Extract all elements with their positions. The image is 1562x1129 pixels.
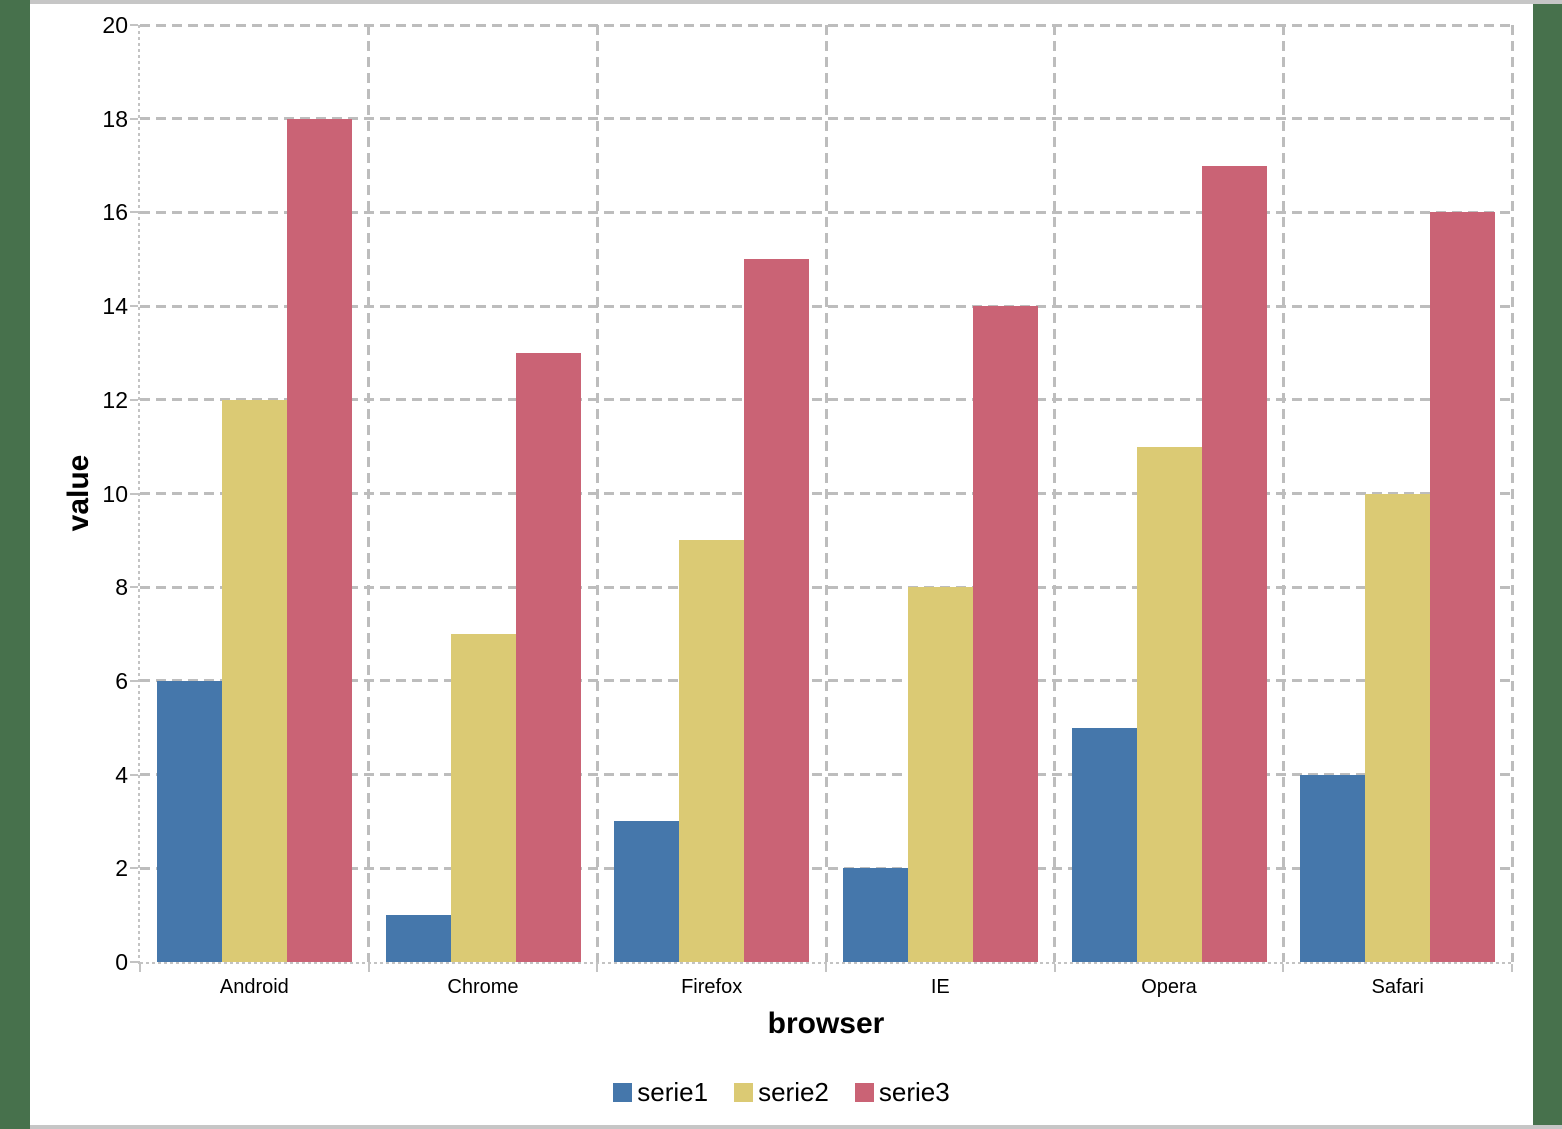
y-tick-mark-20	[130, 24, 138, 26]
x-category-label-IE: IE	[930, 976, 950, 998]
legend-swatch-serie1	[613, 1082, 633, 1102]
y-tick-mark-2	[130, 867, 138, 870]
legend-item-serie2: serie2	[734, 1078, 829, 1106]
y-tick-label-18: 18	[102, 105, 128, 132]
legend-swatch-serie2	[734, 1082, 754, 1102]
bar-serie3-Safari	[1430, 212, 1496, 962]
y-tick-label-14: 14	[102, 293, 128, 320]
bar-serie1-Safari	[1300, 774, 1366, 962]
bar-serie2-Safari	[1365, 493, 1431, 962]
y-tick-mark-12	[130, 398, 138, 401]
x-axis-title: browser	[767, 1007, 885, 1040]
bar-serie1-Opera	[1071, 727, 1137, 962]
y-tick-mark-0	[130, 961, 138, 963]
legend-item-serie3: serie3	[854, 1077, 950, 1107]
y-tick-label-10: 10	[102, 480, 128, 507]
y-tick-label-8: 8	[115, 574, 128, 601]
x-tick-mark-0	[139, 964, 141, 972]
legend: serie1 serie2 serie3	[30, 1078, 1533, 1106]
legend-label-serie2: serie2	[758, 1077, 829, 1107]
bar-serie1-Android	[156, 680, 222, 962]
x-tick-mark-1	[367, 964, 370, 972]
x-tick-mark-4	[1053, 964, 1056, 972]
v-gridline-3	[824, 25, 828, 962]
y-tick-label-6: 6	[115, 667, 128, 694]
bar-serie2-Android	[221, 399, 287, 962]
bar-serie3-Chrome	[515, 352, 581, 962]
bar-serie1-IE	[842, 868, 908, 962]
bar-serie3-Firefox	[744, 259, 810, 962]
legend-item-serie1: serie1	[613, 1078, 708, 1106]
y-tick-mark-14	[130, 305, 138, 308]
v-gridline-2	[595, 25, 599, 962]
bar-serie2-Firefox	[679, 540, 745, 962]
v-gridline-4	[1053, 25, 1057, 962]
chart-canvas: value browser serie1 serie2 serie3 0 2 4 6 8 10…	[30, 0, 1533, 1125]
y-tick-mark-4	[130, 773, 138, 776]
x-category-label-Safari: Safari	[1371, 976, 1424, 998]
y-tick-label-16: 16	[102, 199, 128, 226]
x-tick-mark-6	[1511, 964, 1513, 972]
y-tick-label-4: 4	[115, 761, 128, 788]
legend-label-serie1: serie1	[637, 1077, 709, 1107]
window-edge-top	[30, 0, 1562, 4]
bar-serie2-Opera	[1136, 446, 1202, 962]
bar-serie2-IE	[907, 587, 973, 962]
y-tick-label-20: 20	[102, 12, 128, 38]
y-tick-mark-18	[130, 117, 138, 120]
bar-serie3-Opera	[1201, 165, 1267, 962]
window-edge-bottom	[30, 1125, 1562, 1129]
x-category-label-Android: Android	[219, 976, 289, 998]
x-tick-mark-2	[596, 964, 599, 972]
y-tick-mark-16	[130, 211, 138, 214]
bar-serie3-Android	[286, 118, 352, 962]
y-tick-label-0: 0	[115, 949, 128, 975]
x-category-label-Chrome: Chrome	[447, 976, 519, 998]
y-tick-mark-10	[130, 492, 138, 495]
y-tick-label-12: 12	[102, 386, 128, 413]
y-tick-mark-8	[130, 586, 138, 589]
legend-swatch-serie3	[854, 1082, 874, 1102]
x-category-label-Opera: Opera	[1141, 976, 1197, 998]
x-axis-line	[140, 962, 1512, 964]
x-tick-mark-5	[1282, 964, 1285, 972]
y-tick-mark-6	[130, 679, 138, 682]
bar-serie2-Chrome	[450, 634, 516, 962]
v-gridline-1	[367, 25, 371, 962]
v-gridline-6	[1510, 25, 1514, 962]
x-tick-mark-3	[825, 964, 827, 972]
legend-label-serie3: serie3	[878, 1077, 950, 1107]
x-category-label-Firefox: Firefox	[681, 976, 743, 998]
y-axis-line	[138, 25, 140, 964]
bar-serie3-IE	[972, 306, 1038, 962]
bar-serie1-Firefox	[614, 821, 680, 962]
plot-area	[140, 23, 1514, 962]
bar-serie1-Chrome	[385, 915, 451, 962]
v-gridline-5	[1281, 25, 1285, 962]
y-tick-label-2: 2	[115, 855, 128, 882]
